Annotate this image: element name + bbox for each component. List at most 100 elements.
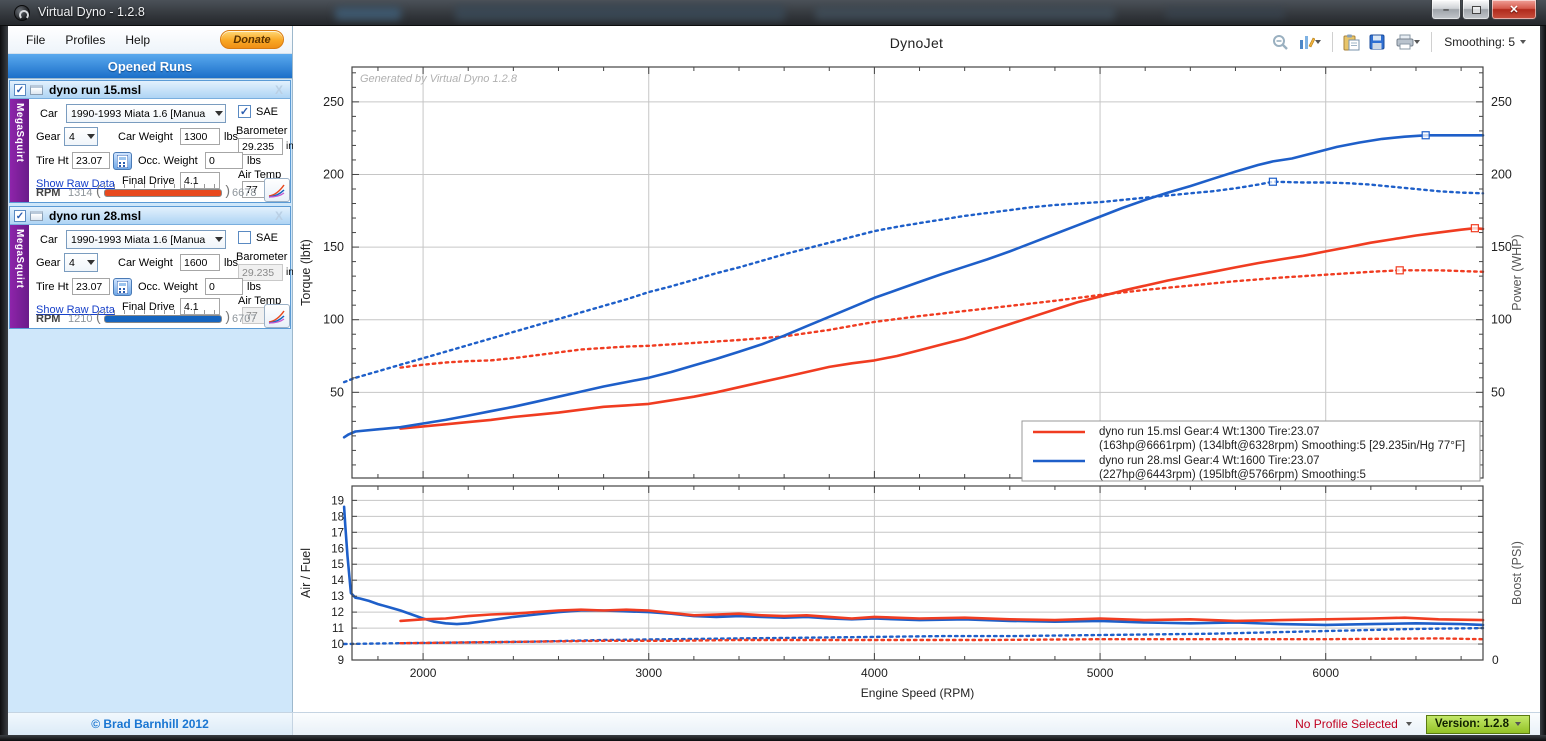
donate-button[interactable]: Donate [220,30,284,49]
zoom-out-button[interactable] [1270,32,1290,52]
svg-text:4000: 4000 [861,666,888,680]
tire-height-input[interactable] [72,278,110,295]
car-weight-label: Car Weight [118,131,173,143]
maximize-button[interactable] [1462,0,1490,20]
show-raw-data-link[interactable]: Show Raw Data [36,178,115,190]
svg-text:200: 200 [1491,167,1512,181]
save-icon [1369,34,1385,50]
svg-text:17: 17 [331,527,344,539]
window-title: Virtual Dyno - 1.2.8 [38,5,145,19]
run-title: dyno run 28.msl [49,208,142,223]
calculator-icon [117,154,128,168]
chevron-down-icon [1405,722,1412,726]
run-close-icon[interactable]: X [274,208,283,223]
window-frame-right [1540,26,1546,741]
chevron-down-icon [1520,40,1526,44]
svg-text:50: 50 [1491,385,1505,399]
print-chart-button[interactable] [1393,32,1423,52]
sidebar: File Profiles Help Donate Opened Runs ✓ … [8,26,309,712]
menu-help[interactable]: Help [125,32,151,47]
menu-file[interactable]: File [26,32,46,47]
copy-chart-button[interactable] [1341,32,1361,52]
megasquirt-stripe: MegaSquirt [10,225,29,328]
svg-text:(163hp@6661rpm) (134lbft@6328r: (163hp@6661rpm) (134lbft@6328rpm) Smooth… [1099,440,1465,452]
save-chart-button[interactable] [1367,32,1387,52]
window-frame-left [0,26,8,741]
car-select[interactable]: 1990-1993 Miata 1.6 [Manua [66,230,226,249]
svg-text:16: 16 [331,543,344,555]
chevron-down-icon [1315,40,1322,44]
minimize-button[interactable]: – [1431,0,1461,20]
gear-select[interactable]: 4 [64,127,98,146]
occ-weight-label: Occ. Weight [138,155,198,167]
rpm-slider-fill[interactable] [104,189,222,197]
occ-weight-label: Occ. Weight [138,281,198,293]
run-header[interactable]: ✓ dyno run 15.msl X [10,81,290,99]
occ-weight-input[interactable] [205,278,243,295]
rpm-range-slider[interactable]: ( ) [96,182,230,198]
tire-height-label: Tire Ht [36,155,69,167]
svg-text:Torque (lbft): Torque (lbft) [299,239,313,306]
copyright-text: © Brad Barnhill 2012 [8,713,293,735]
tire-height-input[interactable] [72,152,110,169]
zoom-out-icon [1272,34,1288,50]
rpm-label: RPM [36,187,61,199]
svg-text:Power (WHP): Power (WHP) [1510,234,1524,310]
background-window-artifact [305,1,1385,25]
toolbar-separator [1431,32,1433,52]
show-raw-data-link[interactable]: Show Raw Data [36,304,115,316]
chart-title: DynoJet [889,35,944,51]
sae-checkbox[interactable]: ✓ [238,105,251,118]
rpm-slider-fill[interactable] [104,315,222,323]
smoothing-dropdown[interactable]: Smoothing: 5 [1440,33,1530,51]
rpm-range-slider[interactable]: ( ) [96,308,230,324]
svg-text:dyno run 28.msl Gear:4 Wt:1600: dyno run 28.msl Gear:4 Wt:1600 Tire:23.0… [1099,455,1320,467]
chart-toolbar: DynoJet [293,26,1540,62]
view-run-chart-button[interactable] [264,304,290,328]
barometer-input[interactable] [238,138,283,155]
svg-text:3000: 3000 [635,666,662,680]
view-run-chart-button[interactable] [264,178,290,202]
megasquirt-label: MegaSquirt [14,229,25,289]
version-selector[interactable]: Version: 1.2.8 [1425,714,1530,734]
rpm-max-value: 6707 [232,313,257,325]
close-button[interactable]: ✕ [1491,0,1537,20]
slider-ticks [104,310,222,314]
run-enabled-checkbox[interactable]: ✓ [14,83,26,96]
car-weight-input[interactable] [180,128,220,145]
car-weight-input[interactable] [180,254,220,271]
barometer-input[interactable] [238,264,283,281]
sae-checkbox[interactable] [238,231,251,244]
chart-settings-icon [1300,36,1316,49]
rpm-max-value: 6678 [232,187,257,199]
profile-selector[interactable]: No Profile Selected [1295,717,1426,731]
svg-text:250: 250 [1491,95,1512,109]
run-card: ✓ dyno run 28.msl X MegaSquirt Car 1990-… [9,206,309,329]
menu-profiles[interactable]: Profiles [65,32,106,47]
svg-text:100: 100 [1491,313,1512,327]
tire-calculator-button[interactable] [113,152,132,170]
car-select[interactable]: 1990-1993 Miata 1.6 [Manua [66,104,226,123]
megasquirt-label: MegaSquirt [14,103,25,163]
opened-runs-header: Opened Runs [8,54,292,79]
mini-chart-icon [268,310,285,324]
svg-text:5000: 5000 [1087,666,1114,680]
run-header[interactable]: ✓ dyno run 28.msl X [10,207,290,225]
app-icon [14,5,30,21]
car-label: Car [40,108,58,120]
occ-weight-input[interactable] [205,152,243,169]
status-bar: © Brad Barnhill 2012 No Profile Selected… [8,712,1540,735]
run-close-icon[interactable]: X [274,82,283,97]
svg-text:18: 18 [331,511,344,523]
chart-settings-button[interactable] [1296,32,1324,52]
svg-text:13: 13 [331,591,344,603]
run-enabled-checkbox[interactable]: ✓ [14,209,26,222]
run-card: ✓ dyno run 15.msl X MegaSquirt Car 1990-… [9,80,309,203]
calculator-icon [117,280,128,294]
svg-text:250: 250 [323,95,344,109]
gear-select[interactable]: 4 [64,253,98,272]
mini-chart-icon [268,184,285,198]
tire-calculator-button[interactable] [113,278,132,296]
printer-icon [1396,34,1414,50]
